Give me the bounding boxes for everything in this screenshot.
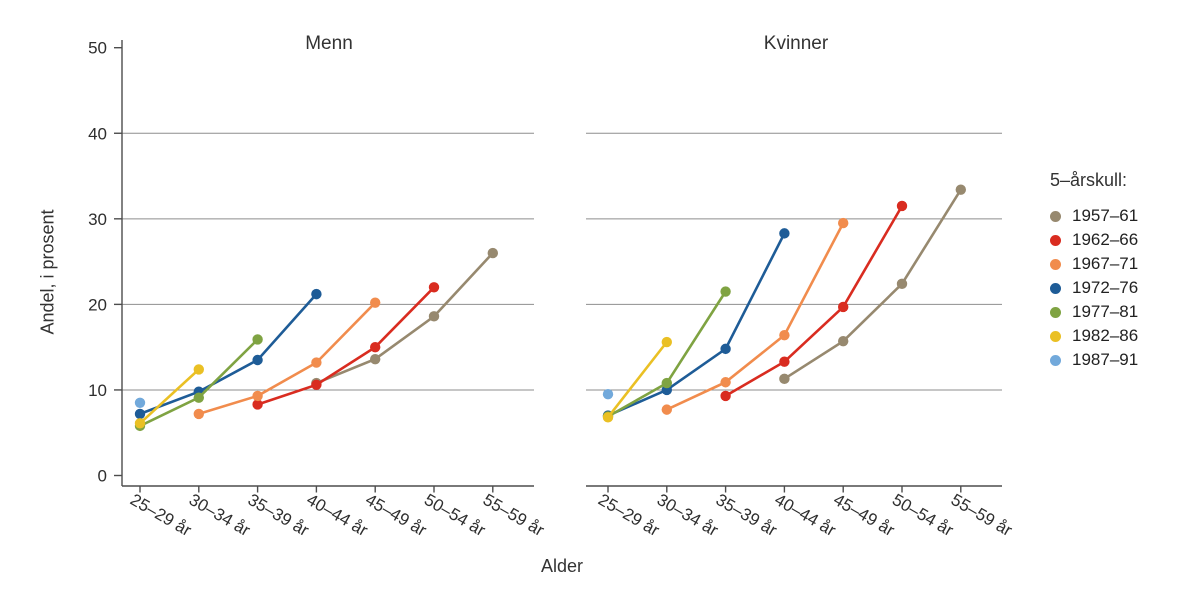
legend-color-dot-icon <box>1050 234 1061 246</box>
y-tick-label: 30 <box>88 210 107 229</box>
legend-item-1977-81: 1977–81 <box>1050 300 1138 324</box>
y-axis-title: Andel, i prosent <box>37 209 58 335</box>
x-tick-label: 25–29 år <box>127 490 195 540</box>
legend-item-1972-76: 1972–76 <box>1050 276 1138 300</box>
panel-title-menn: Menn <box>305 33 353 54</box>
panel-title-kvinner: Kvinner <box>763 33 829 54</box>
data-point-1962-66 <box>428 282 440 293</box>
data-point-1957-61 <box>487 247 498 259</box>
x-axis-title: Alder <box>540 556 584 576</box>
data-point-1962-66 <box>252 399 263 410</box>
legend-item-1967-71: 1967–71 <box>1050 252 1138 276</box>
y-tick-label: 0 <box>98 467 107 486</box>
legend-color-dot-icon <box>1050 282 1061 294</box>
legend-color-dot-icon <box>1050 330 1061 342</box>
legend-item-label: 1982–86 <box>1072 326 1139 345</box>
data-point-1977-81 <box>252 334 263 345</box>
x-tick-label: 45–49 år <box>830 490 898 540</box>
data-point-1987-91 <box>134 397 146 408</box>
series-line-1962-66 <box>257 286 435 406</box>
x-tick-label: 40–44 år <box>771 490 839 540</box>
data-point-1967-71 <box>661 404 672 415</box>
x-tick-label: 50–54 år <box>889 490 957 540</box>
x-tick-label: 35–39 år <box>713 490 781 540</box>
series-line-1967-71 <box>666 222 845 411</box>
legend-item-label: 1972–76 <box>1072 278 1139 297</box>
data-point-1967-71 <box>720 377 731 388</box>
data-point-1982-86 <box>602 412 614 423</box>
data-point-1962-66 <box>779 356 790 367</box>
x-tick-label: 40–44 år <box>303 490 371 540</box>
data-point-1982-86 <box>134 418 146 429</box>
legend-item-1957-61: 1957–61 <box>1050 204 1138 228</box>
x-tick-label: 25–29 år <box>595 490 663 540</box>
legend-item-1987-91: 1987–91 <box>1050 348 1138 372</box>
x-tick-label: 45–49 år <box>362 490 430 540</box>
data-point-1972-76 <box>134 408 146 420</box>
legend-color-dot-icon <box>1050 354 1061 366</box>
series-line-1957-61 <box>783 189 962 380</box>
data-point-1977-81 <box>193 392 204 403</box>
data-point-1977-81 <box>661 377 672 389</box>
data-point-1972-76 <box>779 228 790 239</box>
series-line-1967-71 <box>198 301 377 416</box>
data-point-1967-71 <box>779 329 790 341</box>
data-point-1977-81 <box>720 286 731 297</box>
x-tick-label: 35–39 år <box>245 490 313 540</box>
data-point-1972-76 <box>252 354 263 366</box>
legend-color-dot-icon <box>1050 210 1061 222</box>
data-point-1957-61 <box>779 373 790 385</box>
data-point-1972-76 <box>720 343 731 355</box>
x-tick-label: 30–34 år <box>654 490 722 540</box>
legend-item-label: 1977–81 <box>1072 302 1139 321</box>
x-tick-label: 55–59 år <box>948 490 1016 540</box>
data-point-1957-61 <box>428 311 440 322</box>
data-point-1967-71 <box>193 408 204 420</box>
data-point-1987-91 <box>602 389 614 400</box>
y-tick-label: 20 <box>88 295 107 314</box>
series-line-1982-86 <box>606 341 668 419</box>
y-tick-label: 50 <box>88 39 107 58</box>
series-line-1962-66 <box>724 205 904 398</box>
data-point-1967-71 <box>838 217 849 229</box>
series-line-1957-61 <box>315 252 494 385</box>
series-line-1972-76 <box>139 293 318 416</box>
data-point-1957-61 <box>955 184 966 195</box>
data-point-1982-86 <box>661 336 672 348</box>
x-tick-label: 50–54 år <box>421 490 489 540</box>
data-point-1967-71 <box>370 297 381 308</box>
series-line-1982-86 <box>139 368 200 425</box>
x-tick-label: 55–59 år <box>480 490 548 540</box>
data-point-1972-76 <box>311 288 322 300</box>
data-point-1962-66 <box>311 379 322 391</box>
data-point-1967-71 <box>311 357 322 368</box>
data-point-1962-66 <box>720 390 731 402</box>
series-line-1977-81 <box>607 290 727 418</box>
legend-item-label: 1962–66 <box>1072 230 1139 249</box>
legend-item-label: 1967–71 <box>1072 254 1139 273</box>
legend-title: 5–årskull: <box>1050 170 1128 190</box>
y-tick-label: 40 <box>88 124 107 143</box>
data-point-1962-66 <box>838 301 849 313</box>
data-point-1962-66 <box>896 200 908 212</box>
legend: 5–årskull: 1957–61 1962–66 1967–71 1972–76 1… <box>1050 170 1138 372</box>
data-point-1982-86 <box>193 364 204 375</box>
y-tick-label: 10 <box>88 381 107 400</box>
series-line-1972-76 <box>607 232 786 417</box>
data-point-1957-61 <box>370 353 381 365</box>
legend-item-label: 1987–91 <box>1072 350 1139 369</box>
legend-item-1962-66: 1962–66 <box>1050 228 1138 252</box>
data-point-1957-61 <box>838 335 849 347</box>
legend-color-dot-icon <box>1050 258 1061 270</box>
legend-item-1982-86: 1982–86 <box>1050 324 1138 348</box>
data-point-1957-61 <box>896 278 908 290</box>
legend-color-dot-icon <box>1050 306 1061 318</box>
data-point-1962-66 <box>370 341 381 353</box>
legend-items: 1957–61 1962–66 1967–71 1972–76 1977–81 1982–… <box>1050 204 1138 372</box>
legend-item-label: 1957–61 <box>1072 206 1139 225</box>
x-tick-label: 30–34 år <box>186 490 254 540</box>
data-point-1967-71 <box>252 390 263 402</box>
